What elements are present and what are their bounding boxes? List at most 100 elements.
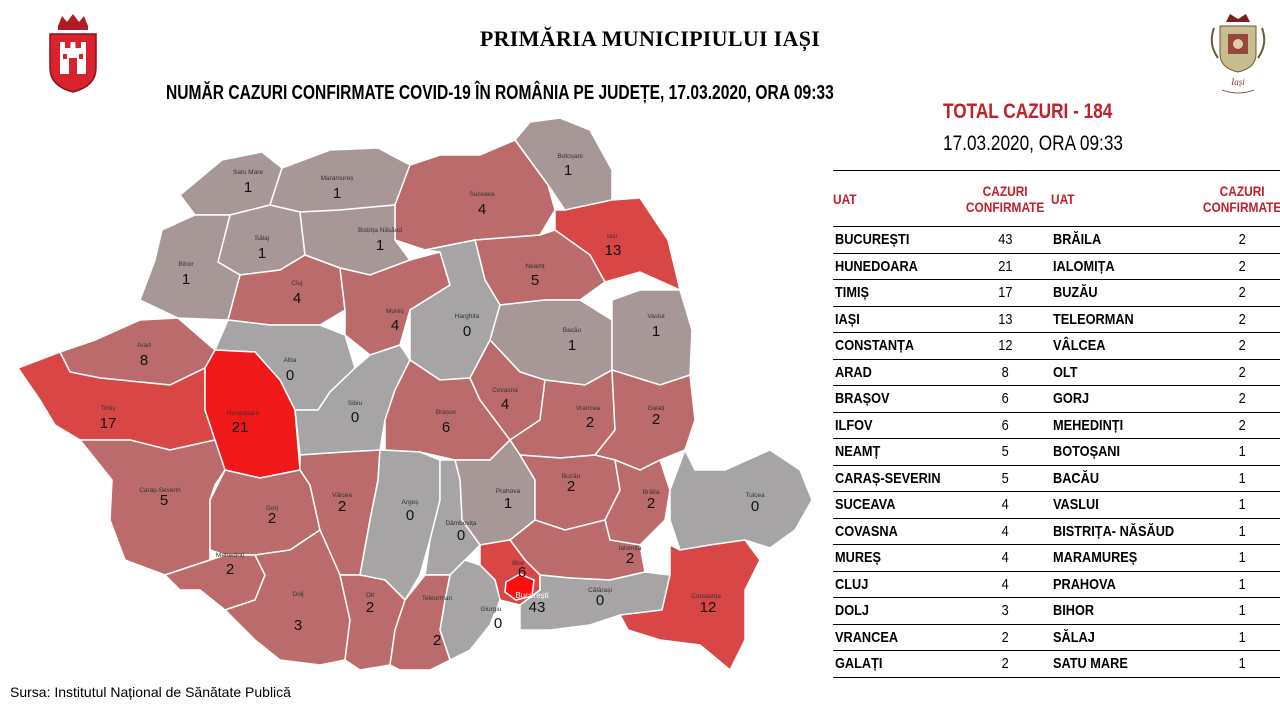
county-value-calarasi: 0 [596, 592, 604, 609]
county-cases-left: 2 [959, 650, 1052, 678]
county-cases-left: 2 [959, 624, 1052, 651]
county-name-bucuresti: București [515, 591, 549, 600]
county-name-braila: Brăila [643, 489, 660, 496]
cases-table: UAT CAZURI CONFIRMATE UAT CAZURI CONFIRM… [833, 170, 1280, 678]
county-cases-left: 12 [959, 332, 1052, 360]
county-name-bacau: Bacău [563, 327, 582, 334]
county-cases-left: 4 [959, 491, 1052, 519]
county-name-left: TIMIȘ [833, 279, 960, 307]
county-value-alba: 0 [286, 367, 294, 384]
labels-layer: Satu Mare 1 Maramureș 1 Botoșani 1 Suceava 4 Iaș… [100, 153, 765, 649]
table-row: BUCUREȘTI 43 BRĂILA 2 [833, 226, 1280, 254]
county-name-right: BOTOȘANI [1051, 438, 1196, 466]
table-body: BUCUREȘTI 43 BRĂILA 2 HUNEDOARA 21 IALOMIȚA 2 TI… [833, 226, 1280, 678]
county-name-hunedoara: Hunedoara [227, 410, 260, 417]
county-name-iasi: Iași [607, 233, 617, 240]
county-cases-right: 2 [1195, 385, 1280, 413]
county-name-right: MARAMUREȘ [1051, 544, 1196, 572]
county-cases-left: 4 [959, 571, 1052, 598]
county-cases-left: 4 [959, 544, 1052, 572]
county-name-left: BRAȘOV [833, 385, 960, 413]
county-name-left: ILFOV [833, 412, 960, 439]
county-value-timis: 17 [100, 415, 117, 432]
county-name-covasna: Covasna [492, 387, 518, 394]
county-name-left: GALAȚI [833, 650, 960, 678]
county-value-galati: 2 [652, 411, 660, 428]
county-name-vaslui: Vaslui [647, 313, 664, 320]
county-name-right: SĂLAJ [1051, 624, 1196, 651]
county-name-left: VRANCEA [833, 624, 960, 651]
county-name-right: SATU MARE [1051, 650, 1196, 678]
county-name-salaj: Sălaj [255, 235, 269, 242]
county-name-mehedinti: Mehedinți [216, 552, 244, 559]
county-cases-right: 1 [1195, 597, 1280, 625]
table-row: CONSTANȚA 12 VÂLCEA 2 [833, 332, 1280, 360]
county-cases-right: 1 [1195, 544, 1280, 572]
county-braila [604, 458, 671, 546]
county-name-maramures: Maramureș [321, 175, 355, 182]
iasi-emblem-logo: Iași [1206, 10, 1270, 98]
county-value-caras-severin: 5 [160, 492, 168, 509]
county-cases-left: 6 [959, 385, 1052, 413]
county-name-right: BUZĂU [1051, 279, 1196, 307]
page-title: PRIMĂRIA MUNICIPIULUI IAȘI [479, 26, 821, 51]
county-value-cluj: 4 [293, 290, 301, 307]
county-value-teleorman: 2 [433, 632, 441, 649]
header-cases-1: CAZURI CONFIRMATE [966, 182, 1045, 215]
counties-layer [16, 117, 813, 672]
county-name-left: DOLJ [833, 597, 960, 625]
county-name-sibiu: Sibiu [348, 400, 363, 407]
county-value-ialomita: 2 [626, 550, 634, 567]
table-row: SUCEAVA 4 VASLUI 1 [833, 491, 1280, 519]
county-name-teleorman: Teleorman [422, 595, 453, 602]
county-value-sibiu: 0 [351, 409, 359, 426]
county-value-prahova: 1 [504, 495, 512, 512]
county-name-buzau: Buzău [562, 473, 581, 480]
county-name-brasov: Brașov [436, 409, 457, 416]
table-row: BRAȘOV 6 GORJ 2 [833, 385, 1280, 413]
county-name-right: MEHEDINȚI [1051, 412, 1196, 439]
county-name-gorj: Gorj [266, 505, 278, 512]
county-value-bucuresti: 43 [529, 599, 546, 616]
table-row: MUREȘ 4 MARAMUREȘ 1 [833, 544, 1280, 572]
county-value-constanta: 12 [700, 599, 717, 616]
county-value-salaj: 1 [258, 245, 266, 262]
county-name-right: PRAHOVA [1051, 571, 1196, 598]
county-value-hunedoara: 21 [232, 419, 249, 436]
county-name-ilfov: Ilfov [512, 560, 525, 567]
county-name-tulcea: Tulcea [745, 492, 765, 499]
county-name-arad: Arad [137, 342, 151, 349]
county-name-ialomita: Ialomița [619, 545, 642, 552]
county-value-giurgiu: 0 [494, 615, 502, 632]
county-value-arad: 8 [140, 352, 148, 369]
county-cases-right: 2 [1195, 279, 1280, 307]
county-name-left: CLUJ [833, 571, 960, 598]
county-value-neamt: 5 [531, 272, 539, 289]
county-name-calarasi: Călărași [588, 587, 612, 594]
county-name-left: NEAMȚ [833, 438, 960, 466]
total-date: 17.03.2020, ORA 09:33 [943, 132, 1124, 155]
table-row: ARAD 8 OLT 2 [833, 359, 1280, 386]
county-name-olt: Olt [366, 592, 375, 599]
table-row: TIMIȘ 17 BUZĂU 2 [833, 279, 1280, 307]
county-cases-right: 2 [1195, 253, 1280, 280]
table-row: NEAMȚ 5 BOTOȘANI 1 [833, 438, 1280, 466]
table-row: HUNEDOARA 21 IALOMIȚA 2 [833, 253, 1280, 280]
county-value-vaslui: 1 [652, 323, 660, 340]
county-name-left: SUCEAVA [833, 491, 960, 519]
coat-of-arms-logo [48, 12, 98, 94]
county-name-left: COVASNA [833, 518, 960, 545]
county-name-right: BRĂILA [1051, 226, 1196, 254]
county-name-dolj: Dolj [292, 591, 303, 598]
county-teleorman [389, 574, 451, 671]
county-cases-right: 1 [1195, 438, 1280, 466]
county-value-covasna: 4 [501, 396, 509, 413]
county-value-satu-mare: 1 [244, 179, 252, 196]
county-value-arges: 0 [406, 507, 414, 524]
county-cases-left: 17 [959, 279, 1052, 307]
county-cases-right: 2 [1195, 332, 1280, 360]
county-value-valcea: 2 [338, 498, 346, 515]
county-name-alba: Alba [283, 357, 296, 364]
county-value-botosani: 1 [564, 162, 572, 179]
county-name-right: VASLUI [1051, 491, 1196, 519]
